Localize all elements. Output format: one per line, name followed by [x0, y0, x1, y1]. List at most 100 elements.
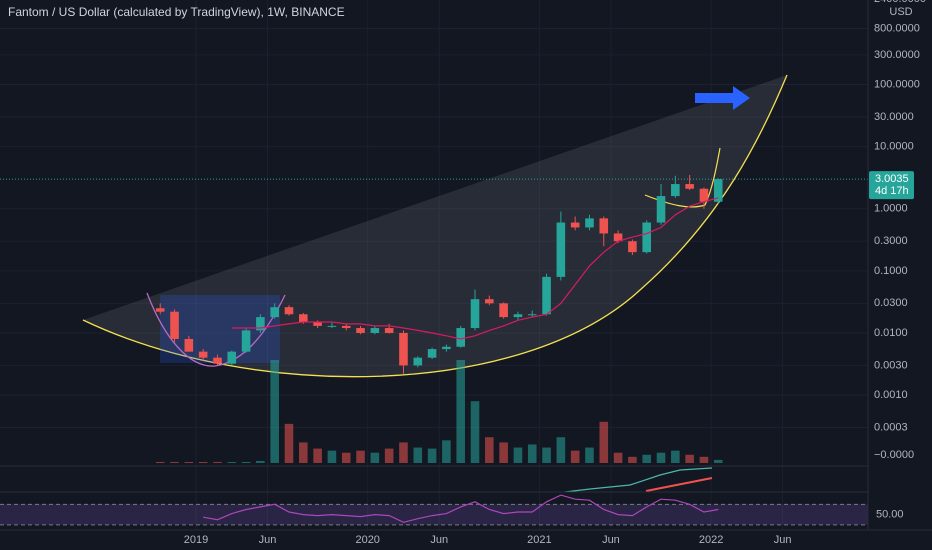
x-tick-label: 2019	[184, 534, 208, 546]
y-tick-label: 30.0000	[874, 111, 914, 123]
indicator-line	[564, 467, 713, 493]
y-tick-label: 0.0030	[874, 359, 908, 371]
candle-body	[456, 328, 465, 347]
candle-body	[585, 218, 594, 228]
candle-body	[542, 276, 551, 315]
rsi-tick-label: 50.00	[876, 509, 904, 521]
small-curve	[644, 147, 721, 208]
volume-bar	[155, 461, 165, 463]
volume-bar	[299, 442, 308, 463]
x-tick-label: Jun	[259, 534, 277, 546]
chart-title: Fantom / US Dollar (calculated by Tradin…	[8, 5, 345, 19]
last-price-box	[869, 171, 914, 200]
x-tick-label: 2022	[699, 534, 723, 546]
candle-body	[170, 311, 179, 339]
volume-bar	[184, 461, 194, 463]
candle-body	[270, 307, 279, 318]
cup-curve	[146, 292, 286, 367]
candle-body	[413, 357, 423, 366]
volume-bar	[427, 448, 437, 463]
y-tick-label: 0.0003	[874, 421, 908, 433]
volume-bar	[570, 450, 580, 463]
candle-body	[155, 308, 165, 312]
candle-body	[527, 314, 537, 316]
candle-body	[184, 338, 194, 352]
volume-bar	[356, 450, 365, 463]
y-tick-label: 0.0100	[874, 327, 908, 339]
candle-body	[470, 299, 480, 329]
volume-bar	[699, 456, 709, 463]
marks	[0, 174, 868, 526]
volume-bar	[513, 447, 523, 463]
candle-body	[399, 332, 408, 366]
candle-body	[313, 322, 322, 326]
candle-body	[485, 299, 494, 304]
volume-bar	[556, 437, 566, 463]
y-tick-label: 2400.0000	[874, 0, 926, 5]
volume-bar	[413, 447, 423, 463]
candle-body	[227, 351, 237, 364]
y-tick-label: 0.0010	[874, 389, 908, 401]
candle-body	[570, 222, 580, 228]
rsi-line	[203, 494, 719, 523]
volume-bar	[485, 437, 494, 463]
x-tick-label: 2021	[527, 534, 551, 546]
moving-average	[231, 197, 719, 340]
volume-bar	[642, 454, 652, 463]
volume-bar	[256, 460, 265, 463]
x-tick-label: Jun	[430, 534, 448, 546]
candle-body	[513, 314, 523, 318]
y-tick-label: 0.1000	[874, 265, 908, 277]
volume-bar	[284, 423, 294, 463]
y-tick-label: 10.0000	[874, 141, 914, 153]
volume-bar	[170, 461, 179, 463]
candle-body	[198, 351, 208, 358]
last-price-label: 3.0035	[875, 173, 909, 185]
volume-bar	[499, 442, 508, 463]
volume-bar	[399, 442, 408, 463]
candle-body	[427, 349, 437, 358]
labels: 2400.0000 800.0000 300.0000 100.0000 30.0000…	[184, 0, 926, 546]
volume-bar	[370, 452, 380, 463]
y-tick-label: 0.3000	[874, 235, 908, 247]
x-tick-label: Jun	[774, 534, 792, 546]
candle-body	[642, 222, 652, 253]
candle-body	[442, 346, 451, 350]
candle-body	[384, 328, 394, 333]
candle-body	[327, 325, 337, 327]
candle-body	[241, 330, 251, 352]
volume-tick-label: −0.0000	[874, 449, 914, 461]
volume-bar	[213, 461, 222, 463]
candle-body	[370, 328, 380, 333]
volume-bar	[656, 452, 666, 463]
candle-body	[499, 303, 508, 318]
volume-bar	[270, 360, 279, 463]
candle-body	[284, 307, 294, 315]
candle-body	[713, 179, 723, 202]
volume-bar	[384, 448, 394, 463]
x-tick-label: 2020	[355, 534, 379, 546]
countdown: 4d 17h	[875, 185, 909, 197]
candle-body	[613, 233, 623, 242]
x-tick-label: Jun	[602, 534, 620, 546]
candle-body	[685, 184, 694, 189]
candle-body	[599, 218, 609, 234]
y-tick-label: 800.0000	[874, 22, 920, 34]
candle-body	[699, 188, 709, 202]
volume-bar	[341, 452, 351, 463]
y-tick-label: 0.0300	[874, 297, 908, 309]
volume-bar	[327, 450, 337, 463]
volume-bar	[470, 401, 480, 463]
projection-area	[83, 75, 787, 377]
volume-bar	[613, 452, 623, 463]
candle-body	[656, 196, 666, 223]
y-tick-label: 1.0000	[874, 203, 908, 215]
candle-body	[356, 328, 365, 333]
candle-body	[299, 314, 308, 323]
currency: USD	[889, 6, 912, 18]
rsi-band	[0, 504, 868, 525]
volume-bar	[241, 461, 251, 463]
